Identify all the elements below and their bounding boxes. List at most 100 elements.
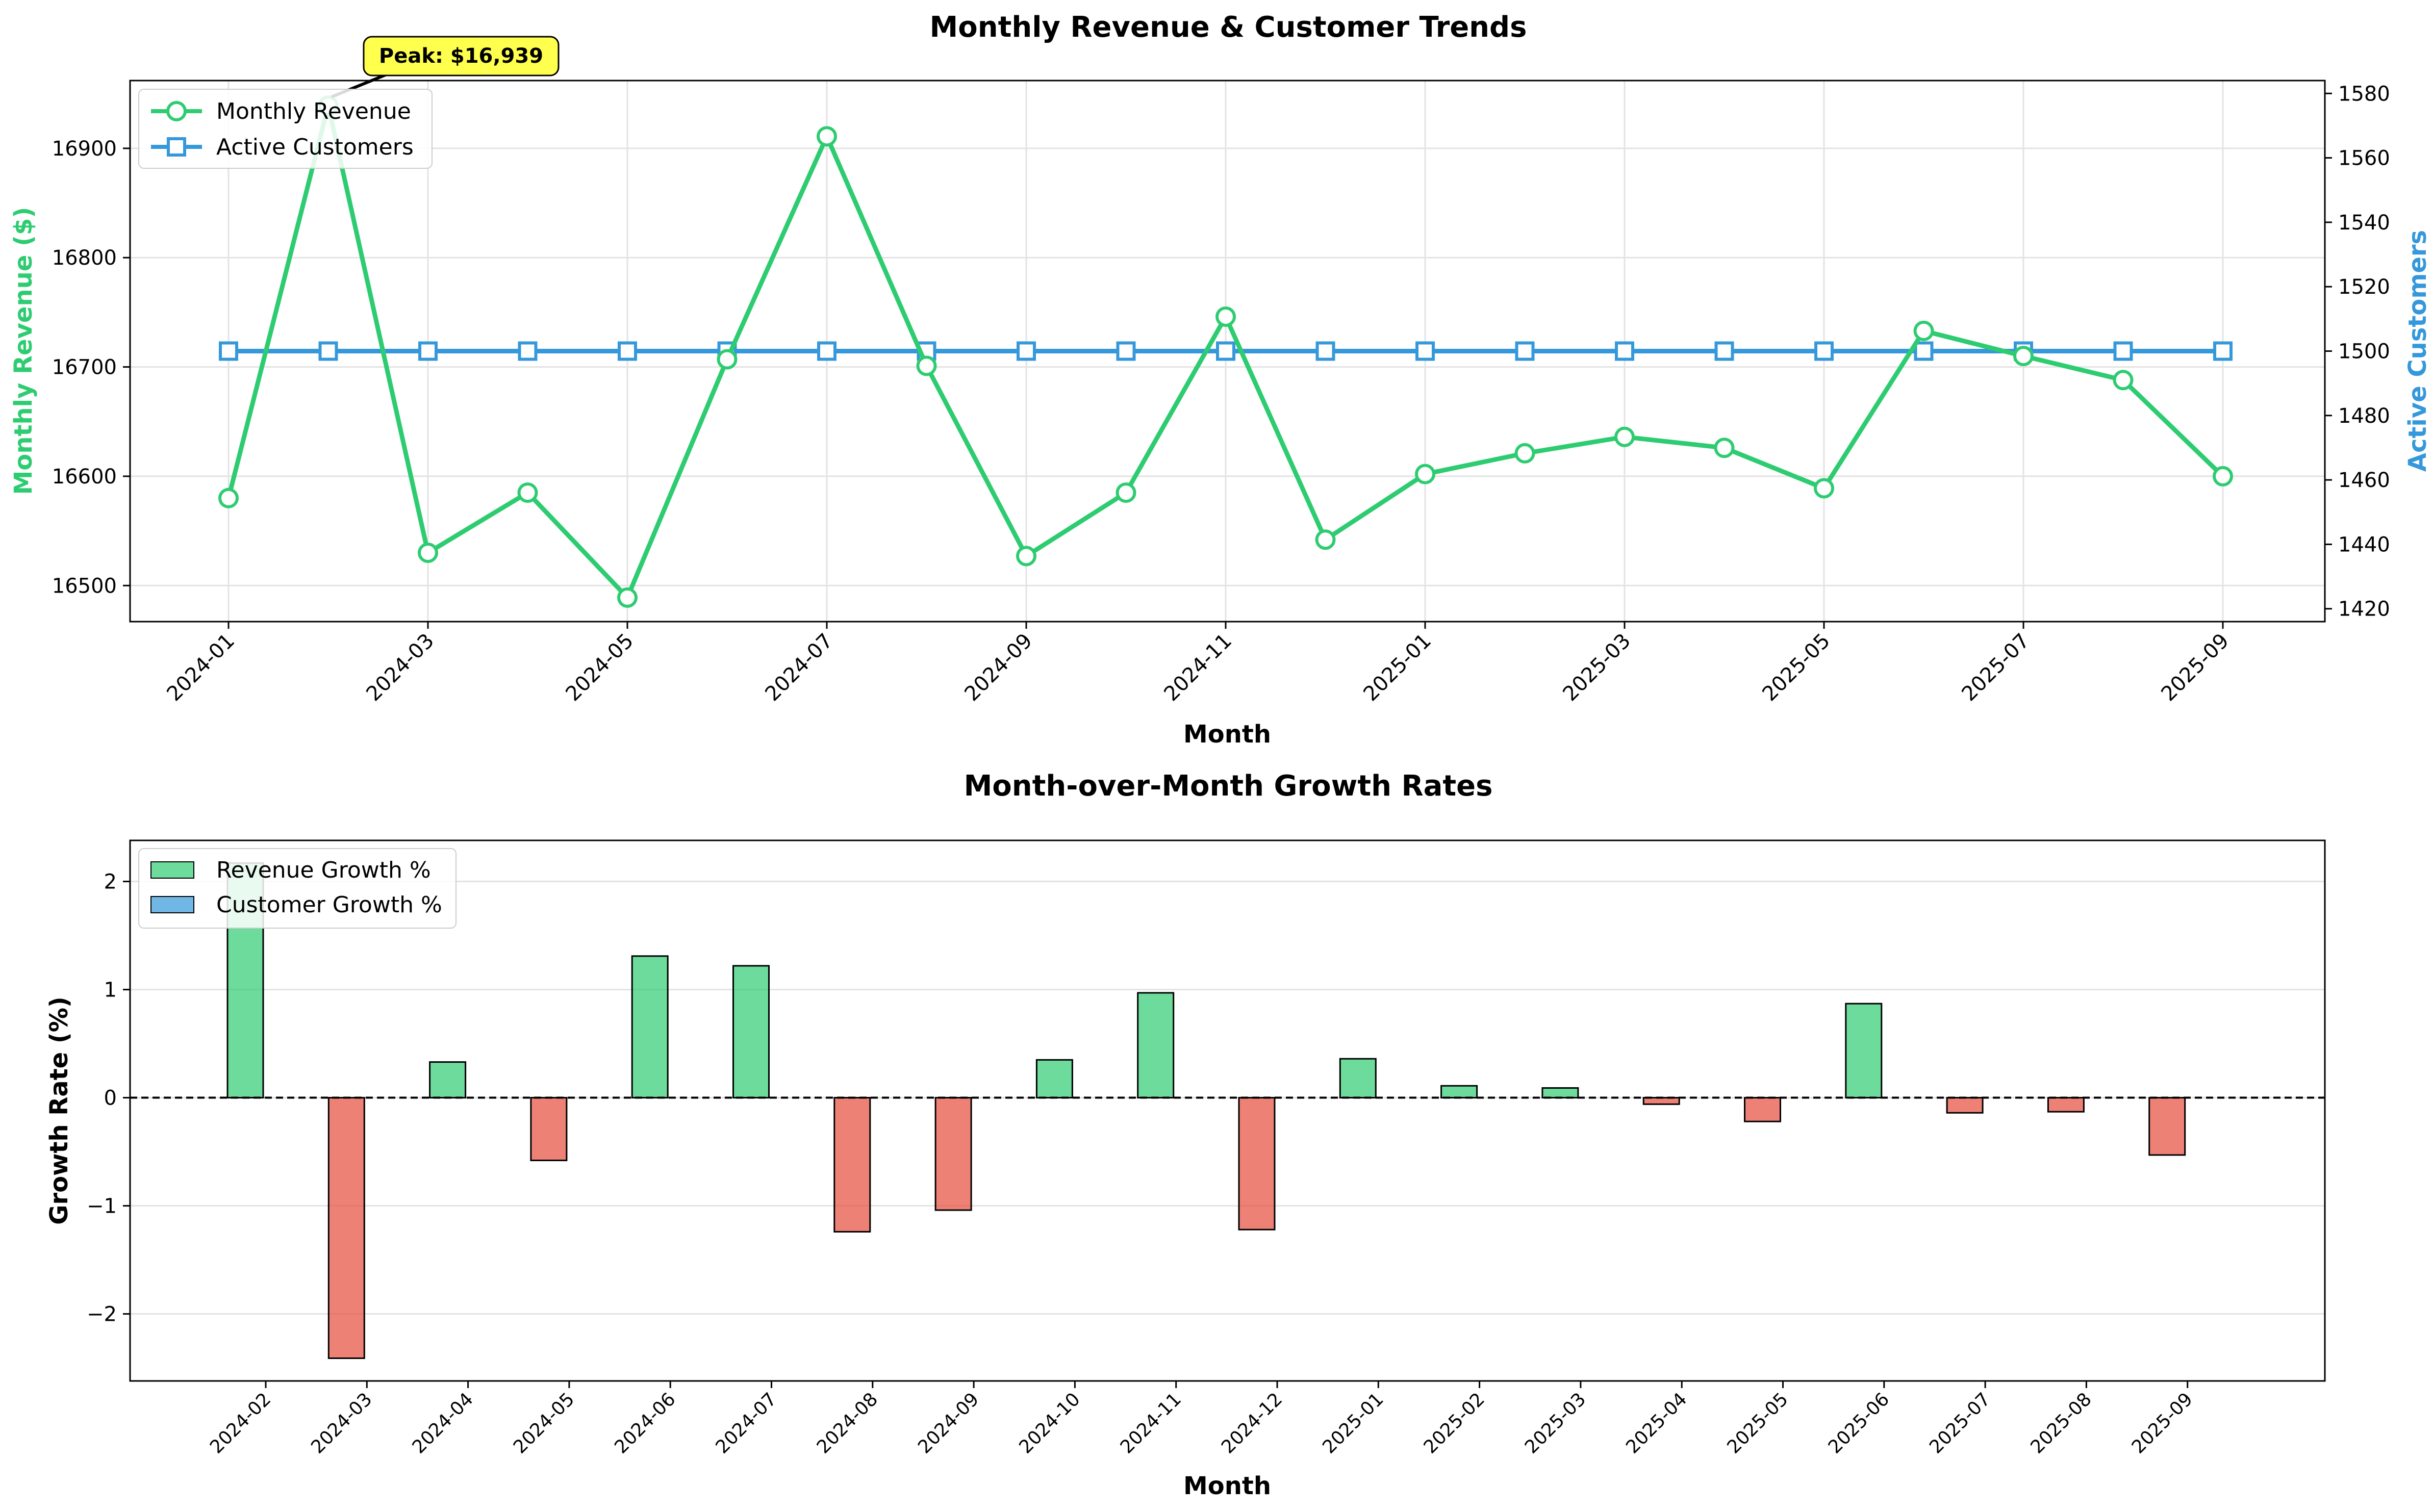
revenue-point <box>1315 529 1336 550</box>
customers-point <box>1515 341 1535 361</box>
bottom-y-tick-label: 1 <box>104 979 117 1002</box>
bottom-chart-bars <box>226 862 2186 1359</box>
revenue-point <box>1714 438 1735 458</box>
customers-point <box>1914 341 1934 361</box>
peak-annotation: Peak: $16,939 <box>331 36 560 98</box>
customers-point <box>1714 341 1734 361</box>
revenue-point <box>2013 346 2034 367</box>
bottom-y-tick-label: −1 <box>87 1195 117 1218</box>
bottom-chart-x-axis-label: Month <box>1183 1472 1271 1500</box>
revenue-point <box>1913 320 1934 341</box>
revenue-point <box>2113 370 2134 391</box>
revenue-growth-bar <box>1744 1097 1781 1122</box>
revenue-growth-bar <box>429 1061 467 1099</box>
top-right-tick-label: 1460 <box>2338 469 2390 492</box>
customers-point <box>1216 341 1235 361</box>
revenue-growth-bar <box>934 1097 972 1211</box>
top-chart-legend: Monthly Revenue Active Customers <box>138 89 433 169</box>
customers-point <box>1017 341 1036 361</box>
customers-point <box>1116 341 1136 361</box>
revenue-point <box>517 482 538 503</box>
revenue-growth-bar <box>833 1097 871 1233</box>
revenue-growth-bar <box>631 955 669 1099</box>
bottom-chart-frame <box>129 839 2326 1382</box>
top-right-tick-label: 1480 <box>2338 404 2390 428</box>
customers-point <box>518 341 538 361</box>
top-chart-series <box>218 95 2233 608</box>
customers-point <box>219 341 238 361</box>
revenue-point <box>717 349 738 370</box>
bottom-y-tick-label: 2 <box>104 870 117 894</box>
top-left-tick-label: 16900 <box>52 137 117 161</box>
legend-customers-label: Active Customers <box>216 134 414 160</box>
revenue-point <box>218 488 239 508</box>
customers-point <box>1615 341 1634 361</box>
top-chart-right-axis-label: Active Customers <box>2403 230 2432 472</box>
legend-customers-marker <box>167 137 186 157</box>
top-right-tick-label: 1500 <box>2338 340 2390 364</box>
legend-revenue-marker <box>166 101 187 121</box>
bottom-chart-title: Month-over-Month Growth Rates <box>964 770 1493 803</box>
bottom-y-tick-label: −2 <box>87 1303 117 1326</box>
customers-point <box>418 341 438 361</box>
revenue-growth-bar <box>1946 1097 1984 1114</box>
top-right-tick-label: 1580 <box>2338 82 2390 106</box>
revenue-point <box>1016 546 1036 567</box>
legend-revenue-label: Monthly Revenue <box>216 98 411 124</box>
customers-point <box>2113 341 2133 361</box>
legend-revenue-growth-label: Revenue Growth % <box>216 857 431 883</box>
revenue-growth-bar <box>1035 1059 1073 1099</box>
revenue-point <box>418 542 438 563</box>
revenue-growth-bar <box>2047 1097 2085 1113</box>
top-legend-box <box>138 89 433 169</box>
revenue-point <box>817 126 837 147</box>
revenue-growth-bar <box>1339 1058 1377 1099</box>
revenue-growth-bar <box>1238 1097 1276 1231</box>
top-right-tick-label: 1440 <box>2338 533 2390 556</box>
top-chart-title: Monthly Revenue & Customer Trends <box>930 11 1527 44</box>
legend-customer-growth-swatch <box>150 896 194 913</box>
top-left-tick-label: 16800 <box>52 246 117 270</box>
legend-revenue-growth-swatch <box>150 861 194 879</box>
top-chart-x-axis-label: Month <box>1183 720 1271 749</box>
top-left-tick-label: 16500 <box>52 574 117 598</box>
top-right-tick-label: 1540 <box>2338 211 2390 235</box>
revenue-growth-bar <box>1137 992 1175 1099</box>
customers-point <box>618 341 637 361</box>
revenue-point <box>1116 482 1136 503</box>
revenue-growth-bar <box>530 1097 568 1162</box>
revenue-point <box>1514 443 1535 464</box>
revenue-growth-bar <box>2148 1097 2186 1156</box>
top-left-tick-label: 16700 <box>52 356 117 379</box>
bottom-legend-box <box>138 848 457 929</box>
revenue-point <box>1814 478 1834 499</box>
revenue-point <box>916 355 937 376</box>
bottom-chart-legend: Revenue Growth % Customer Growth % <box>138 848 457 929</box>
revenue-point <box>617 587 638 608</box>
revenue-point <box>1415 464 1435 484</box>
peak-label: Peak: $16,939 <box>379 44 543 68</box>
revenue-point <box>1215 306 1236 327</box>
top-right-tick-label: 1560 <box>2338 147 2390 170</box>
customers-point <box>2213 341 2233 361</box>
peak-label-box <box>363 36 560 76</box>
revenue-growth-bar <box>327 1097 365 1359</box>
top-chart-left-axis-label: Monthly Revenue ($) <box>9 207 38 495</box>
customers-point <box>1415 341 1435 361</box>
revenue-growth-bar <box>1440 1085 1478 1099</box>
revenue-growth-bar <box>1541 1087 1579 1099</box>
legend-customer-growth-label: Customer Growth % <box>216 892 442 918</box>
top-right-tick-label: 1420 <box>2338 598 2390 621</box>
customers-point <box>318 341 338 361</box>
revenue-point <box>1614 426 1635 447</box>
customers-point <box>1814 341 1834 361</box>
revenue-growth-bar <box>732 965 770 1099</box>
revenue-point <box>2213 466 2233 486</box>
customers-point <box>1315 341 1335 361</box>
revenue-growth-bar <box>1845 1003 1883 1099</box>
top-left-tick-label: 16600 <box>52 465 117 489</box>
bottom-chart-y-axis-label: Growth Rate (%) <box>45 996 73 1225</box>
